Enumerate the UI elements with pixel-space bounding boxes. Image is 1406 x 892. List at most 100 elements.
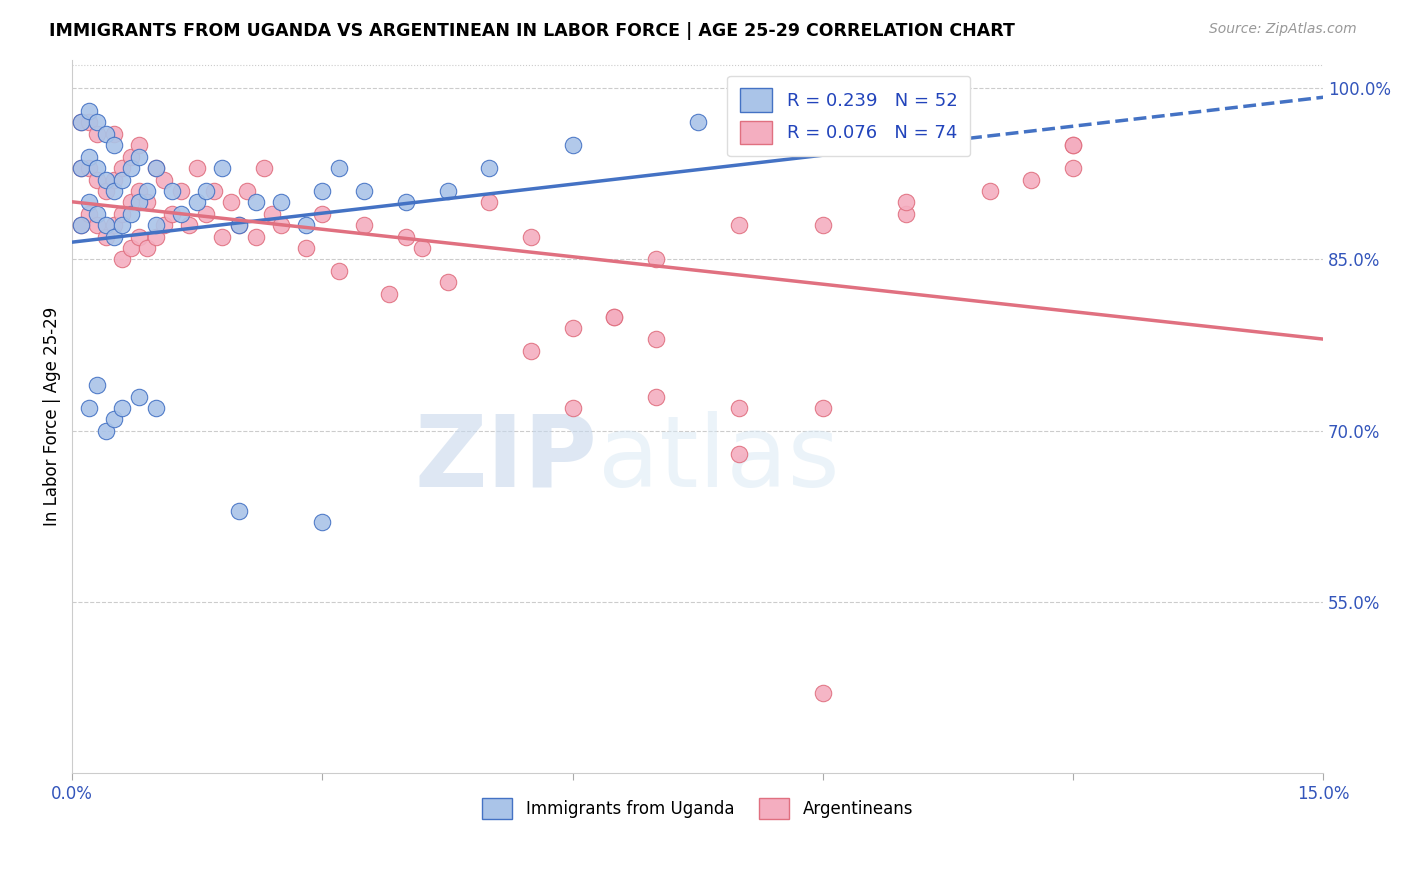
Point [103, 229, 125, 244]
Point [69, 115, 91, 129]
Point [811, 401, 834, 415]
Point [311, 515, 333, 529]
Point [94, 184, 117, 198]
Point [811, 686, 834, 700]
Point [228, 504, 250, 518]
Point [120, 241, 142, 255]
Point [77, 207, 100, 221]
Point [120, 207, 142, 221]
Point [645, 252, 668, 267]
Point [111, 161, 134, 175]
Point [145, 161, 167, 175]
Point [1062, 138, 1084, 153]
Point [103, 184, 125, 198]
Point [194, 207, 217, 221]
Point [194, 184, 217, 198]
Point [561, 138, 583, 153]
Point [111, 401, 134, 415]
Point [69, 218, 91, 232]
Point [77, 401, 100, 415]
Point [896, 195, 918, 210]
Point [86, 218, 108, 232]
Point [603, 310, 626, 324]
Point [561, 401, 583, 415]
Point [520, 229, 543, 244]
Text: Source: ZipAtlas.com: Source: ZipAtlas.com [1209, 22, 1357, 37]
Point [120, 150, 142, 164]
Point [177, 218, 200, 232]
Point [162, 207, 184, 221]
Point [262, 207, 284, 221]
Point [145, 218, 167, 232]
Point [253, 161, 276, 175]
Point [128, 184, 150, 198]
Text: IMMIGRANTS FROM UGANDA VS ARGENTINEAN IN LABOR FORCE | AGE 25-29 CORRELATION CHA: IMMIGRANTS FROM UGANDA VS ARGENTINEAN IN… [49, 22, 1015, 40]
Point [69, 218, 91, 232]
Point [111, 207, 134, 221]
Point [1062, 138, 1084, 153]
Point [811, 218, 834, 232]
Point [128, 229, 150, 244]
Point [136, 195, 159, 210]
Point [94, 172, 117, 186]
Point [478, 195, 501, 210]
Point [145, 161, 167, 175]
Text: atlas: atlas [598, 411, 839, 508]
Point [294, 218, 316, 232]
Point [103, 127, 125, 141]
Point [145, 401, 167, 415]
Point [270, 218, 292, 232]
Point [202, 184, 225, 198]
Point [979, 184, 1001, 198]
Point [162, 184, 184, 198]
Point [145, 229, 167, 244]
Point [94, 127, 117, 141]
Point [228, 218, 250, 232]
Point [94, 424, 117, 438]
Point [561, 321, 583, 335]
Point [77, 150, 100, 164]
Point [811, 115, 834, 129]
Point [411, 241, 433, 255]
Point [86, 115, 108, 129]
Point [94, 218, 117, 232]
Point [245, 195, 267, 210]
Point [353, 184, 375, 198]
Point [478, 161, 501, 175]
Text: ZIP: ZIP [415, 411, 598, 508]
Point [645, 333, 668, 347]
Point [86, 161, 108, 175]
Point [86, 207, 108, 221]
Point [111, 172, 134, 186]
Point [211, 229, 233, 244]
Point [395, 195, 418, 210]
Point [294, 241, 316, 255]
Point [169, 184, 191, 198]
Point [936, 138, 959, 153]
Point [520, 343, 543, 358]
Point [86, 378, 108, 392]
Point [436, 184, 458, 198]
Point [328, 264, 350, 278]
Point [728, 218, 751, 232]
Point [728, 401, 751, 415]
Point [236, 184, 259, 198]
Point [728, 447, 751, 461]
Point [228, 218, 250, 232]
Point [153, 172, 176, 186]
Point [153, 218, 176, 232]
Point [111, 218, 134, 232]
Point [128, 195, 150, 210]
Point [645, 390, 668, 404]
Point [86, 172, 108, 186]
Point [103, 172, 125, 186]
Point [103, 218, 125, 232]
Point [94, 229, 117, 244]
Point [211, 161, 233, 175]
Point [103, 412, 125, 426]
Point [128, 150, 150, 164]
Point [86, 127, 108, 141]
Point [1062, 161, 1084, 175]
Point [378, 286, 401, 301]
Point [896, 207, 918, 221]
